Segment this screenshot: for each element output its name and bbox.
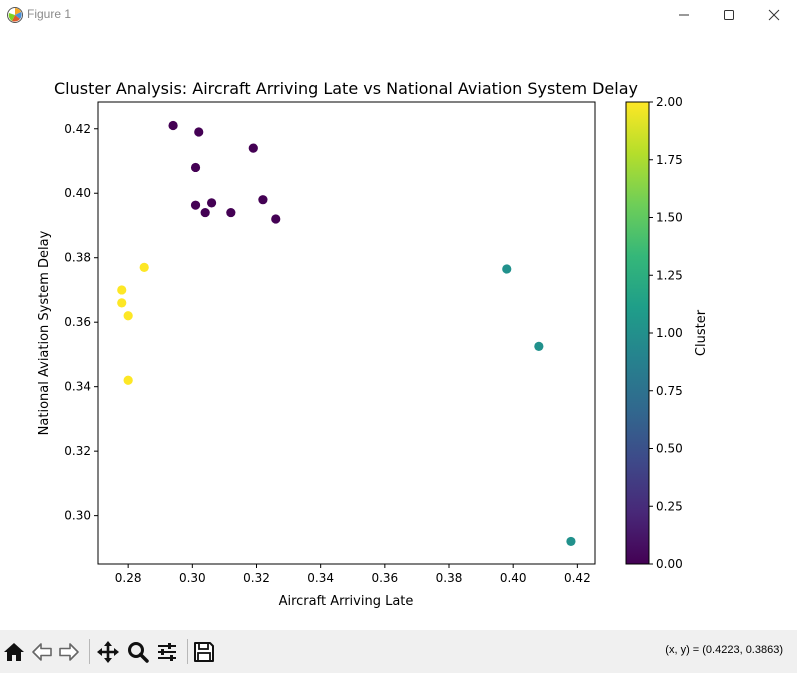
matplotlib-logo-icon [7,7,23,23]
window-titlebar: Figure 1 [0,0,797,30]
scatter-point-cluster-2 [123,375,133,385]
zoom-button[interactable] [124,638,152,666]
scatter-point-cluster-0 [226,207,236,218]
scatter-point-cluster-0 [206,198,217,208]
x-tick-label: 0.30 [179,571,206,585]
y-tick-label: 0.36 [64,315,91,329]
x-tick-label: 0.40 [500,571,527,585]
colorbar-tick-label: 0.75 [656,384,683,398]
forward-button[interactable] [55,638,83,666]
scatter-point-cluster-0 [200,207,210,218]
save-button[interactable] [190,638,218,666]
colorbar-tick-label: 0.50 [656,442,683,456]
scatter-point-cluster-2 [117,298,127,308]
maximize-icon [724,10,734,20]
zoom-magnifier-icon [128,642,149,663]
scatter-point-cluster-0 [190,200,201,210]
scatter-point-cluster-1 [502,264,512,274]
home-button[interactable] [0,638,28,666]
y-tick-label: 0.38 [64,251,91,265]
configure-subplots-button[interactable] [153,638,181,666]
scatter-point-cluster-0 [190,162,201,173]
toolbar-separator [187,639,188,664]
configure-subplots-icon [158,643,176,661]
scatter-point-cluster-2 [139,262,149,272]
x-tick-label: 0.38 [436,571,463,585]
colorbar-tick-label: 0.00 [656,557,683,571]
x-tick-label: 0.28 [115,571,142,585]
minimize-icon [679,14,689,16]
scatter-point-cluster-0 [248,143,258,153]
scatter-chart: Cluster Analysis: Aircraft Arriving Late… [37,79,709,609]
save-floppy-icon [194,642,214,662]
y-tick-label: 0.32 [64,444,91,458]
colorbar-tick-label: 1.00 [656,326,683,340]
scatter-point-cluster-2 [123,311,133,321]
close-icon [768,9,780,21]
colorbar-tick-label: 1.50 [656,211,683,225]
back-arrow-icon [32,643,52,661]
home-icon [4,643,24,661]
scatter-point-cluster-2 [117,285,127,295]
window-title: Figure 1 [27,7,72,21]
chart-title: Cluster Analysis: Aircraft Arriving Late… [54,79,638,98]
colorbar-tick-label: 0.25 [656,499,683,513]
colorbar-tick-label: 1.75 [656,153,683,167]
colorbar-tick-label: 2.00 [656,95,683,109]
y-tick-label: 0.40 [64,186,91,200]
forward-arrow-icon [59,643,79,661]
navigation-toolbar: (x, y) = (0.4223, 0.3863) [0,630,797,673]
close-button[interactable] [751,0,797,30]
toolbar-separator [89,639,90,664]
scatter-point-cluster-1 [534,341,544,351]
y-tick-label: 0.30 [64,509,91,523]
x-axis-label: Aircraft Arriving Late [279,594,414,609]
y-tick-label: 0.42 [64,122,91,136]
minimize-button[interactable] [661,0,707,30]
x-tick-label: 0.32 [243,571,270,585]
y-axis-label: National Aviation System Delay [37,230,52,435]
scatter-point-cluster-0 [168,120,178,131]
scatter-point-cluster-1 [566,536,576,547]
pan-move-icon [97,641,119,663]
x-tick-label: 0.42 [564,571,591,585]
colorbar [625,101,650,565]
figure-canvas[interactable]: Cluster Analysis: Aircraft Arriving Late… [0,30,797,630]
plot-frame [97,101,596,565]
scatter-point-cluster-0 [194,127,204,137]
coordinate-readout: (x, y) = (0.4223, 0.3863) [665,644,783,656]
y-tick-label: 0.34 [64,380,91,394]
maximize-button[interactable] [706,0,752,30]
back-button[interactable] [28,638,56,666]
colorbar-label: Cluster [694,309,709,356]
scatter-point-cluster-0 [271,214,281,224]
colorbar-tick-label: 1.25 [656,268,683,282]
pan-button[interactable] [94,638,122,666]
x-tick-label: 0.34 [307,571,334,585]
x-tick-label: 0.36 [371,571,398,585]
scatter-point-cluster-0 [258,195,268,205]
